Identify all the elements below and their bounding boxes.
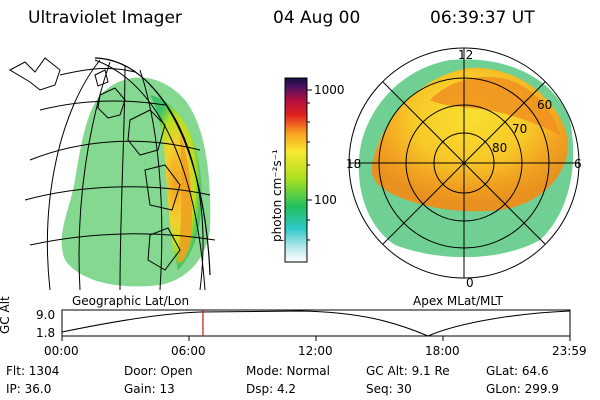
xtick-2359: 23:59 <box>552 344 587 358</box>
left-panel-caption: Geographic Lat/Lon <box>72 294 190 308</box>
info-glon: GLon: 299.9 <box>486 382 559 396</box>
colorbar-tick-1000: 1000 <box>314 83 345 97</box>
mlt-label-6: 6 <box>574 157 582 171</box>
info-mode: Mode: Normal <box>246 364 330 378</box>
xtick-1200: 12:00 <box>298 344 333 358</box>
altitude-curve <box>61 310 571 337</box>
right-panel-caption: Apex MLat/MLT <box>413 294 503 308</box>
xtick-0000: 00:00 <box>44 344 79 358</box>
info-flt: Flt: 1304 <box>6 364 60 378</box>
altitude-ytick-bottom: 1.8 <box>36 326 56 340</box>
time-label: 06:39:37 UT <box>430 8 535 28</box>
instrument-title: Ultraviolet Imager <box>28 8 182 28</box>
info-glat: GLat: 64.6 <box>486 364 549 378</box>
mlt-label-12: 12 <box>458 48 474 62</box>
mlat-label-70: 70 <box>512 122 528 136</box>
altitude-ytick-top: 9.0 <box>36 308 56 322</box>
info-seq: Seq: 30 <box>366 382 412 396</box>
info-dsp: Dsp: 4.2 <box>246 382 297 396</box>
colorbar-scale <box>284 77 308 263</box>
colorbar-tick-100: 100 <box>314 193 337 207</box>
info-door: Door: Open <box>124 364 193 378</box>
altitude-ylabel: GC Alt <box>0 296 12 334</box>
altitude-strip-frame <box>61 309 571 337</box>
info-gcalt: GC Alt: 9.1 Re <box>366 364 450 378</box>
mlat-label-80: 80 <box>492 141 508 155</box>
mlat-label-60: 60 <box>537 98 553 112</box>
xtick-0600: 06:00 <box>171 344 206 358</box>
mlt-label-18: 18 <box>346 157 362 171</box>
earth-limb <box>94 57 211 276</box>
xtick-1800: 18:00 <box>425 344 460 358</box>
mlt-label-0: 0 <box>466 276 474 290</box>
date-label: 04 Aug 00 <box>273 8 361 28</box>
info-ip: IP: 36.0 <box>6 382 52 396</box>
info-gain: Gain: 13 <box>124 382 175 396</box>
